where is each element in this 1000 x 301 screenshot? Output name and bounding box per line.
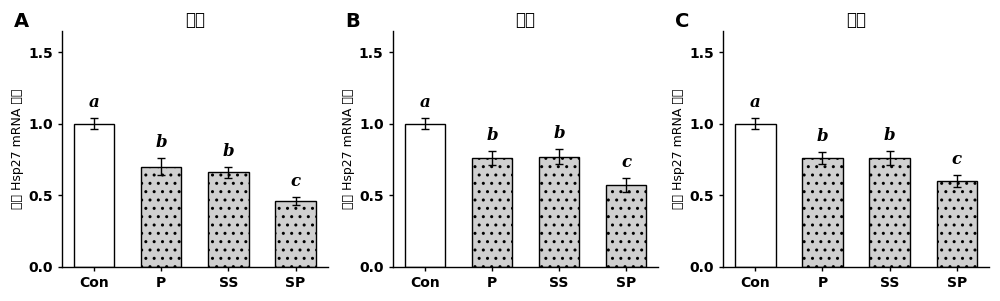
Title: 脾脏: 脾脏 — [846, 11, 866, 29]
Text: c: c — [291, 172, 301, 190]
Text: A: A — [14, 12, 29, 31]
Text: B: B — [345, 12, 360, 31]
Bar — [208, 172, 249, 267]
Text: b: b — [223, 142, 234, 160]
Y-axis label: 相对 Hsp27 mRNA 水平: 相对 Hsp27 mRNA 水平 — [342, 88, 355, 209]
Text: C: C — [675, 12, 690, 31]
Text: b: b — [817, 128, 828, 145]
Text: b: b — [156, 134, 167, 151]
Bar — [802, 158, 843, 267]
Bar — [472, 158, 512, 267]
Text: b: b — [486, 127, 498, 144]
Bar — [869, 158, 910, 267]
Bar — [735, 124, 776, 267]
Text: a: a — [89, 94, 100, 111]
Text: c: c — [952, 151, 962, 168]
Text: b: b — [884, 127, 895, 144]
Title: 肝脏: 肝脏 — [185, 11, 205, 29]
Text: a: a — [750, 94, 761, 111]
Bar — [405, 124, 445, 267]
Bar — [74, 124, 114, 267]
Title: 肾脏: 肾脏 — [515, 11, 535, 29]
Bar — [275, 201, 316, 267]
Text: c: c — [621, 154, 631, 171]
Bar — [606, 185, 646, 267]
Y-axis label: 相对 Hsp27 mRNA 水平: 相对 Hsp27 mRNA 水平 — [11, 88, 24, 209]
Text: a: a — [419, 94, 430, 111]
Y-axis label: 相对 Hsp27 mRNA 水平: 相对 Hsp27 mRNA 水平 — [672, 88, 685, 209]
Text: b: b — [553, 125, 565, 142]
Bar — [937, 181, 977, 267]
Bar — [141, 167, 181, 267]
Bar — [539, 157, 579, 267]
